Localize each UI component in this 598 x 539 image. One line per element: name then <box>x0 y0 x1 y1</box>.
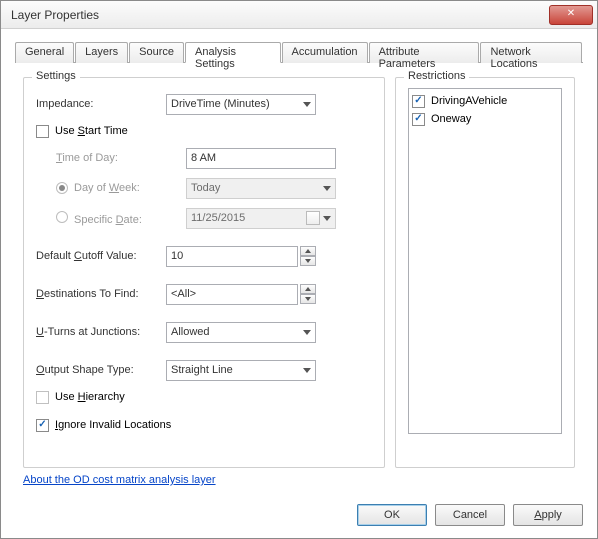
uturns-select[interactable]: Allowed <box>166 322 316 343</box>
dialog-title: Layer Properties <box>11 8 549 22</box>
restriction-checkbox[interactable] <box>412 113 425 126</box>
default-cutoff-input[interactable]: 10 <box>166 246 298 267</box>
tab-strip: General Layers Source Analysis Settings … <box>15 41 583 63</box>
chevron-down-icon <box>323 216 331 221</box>
destinations-row: Destinations To Find: <All> <box>36 280 372 308</box>
use-start-time-checkbox[interactable] <box>36 125 49 138</box>
layer-properties-dialog: Layer Properties ✕ General Layers Source… <box>0 0 598 539</box>
time-of-day-row: Time of Day: 8 AM <box>36 144 372 172</box>
tab-panel: Settings Impedance: DriveTime (Minutes) … <box>15 63 583 474</box>
ignore-invalid-row[interactable]: Ignore Invalid Locations <box>36 414 372 436</box>
tab-accumulation[interactable]: Accumulation <box>282 42 368 63</box>
titlebar: Layer Properties ✕ <box>1 1 597 29</box>
help-link-row: About the OD cost matrix analysis layer <box>15 474 583 486</box>
restriction-label: DrivingAVehicle <box>431 95 507 107</box>
restriction-label: Oneway <box>431 113 471 125</box>
cutoff-spin-up[interactable] <box>300 246 316 256</box>
uturns-row: U-Turns at Junctions: Allowed <box>36 318 372 346</box>
output-shape-label: Output Shape Type: <box>36 364 166 376</box>
triangle-up-icon <box>305 249 311 253</box>
ok-button[interactable]: OK <box>357 504 427 526</box>
use-hierarchy-row: Use Hierarchy <box>36 386 372 408</box>
specific-date-radio[interactable] <box>56 211 68 223</box>
triangle-down-icon <box>305 259 311 263</box>
help-link[interactable]: About the OD cost matrix analysis layer <box>23 474 216 486</box>
day-of-week-radio[interactable] <box>56 182 68 194</box>
chevron-down-icon <box>303 368 311 373</box>
restriction-item[interactable]: Oneway <box>412 110 558 128</box>
settings-legend: Settings <box>32 70 80 82</box>
restriction-item[interactable]: DrivingAVehicle <box>412 92 558 110</box>
destinations-label: Destinations To Find: <box>36 288 166 300</box>
impedance-row: Impedance: DriveTime (Minutes) <box>36 90 372 118</box>
triangle-up-icon <box>305 287 311 291</box>
output-shape-row: Output Shape Type: Straight Line <box>36 356 372 384</box>
time-of-day-value: 8 AM <box>191 152 216 164</box>
tab-analysis-settings[interactable]: Analysis Settings <box>185 42 280 63</box>
tab-attribute-parameters[interactable]: Attribute Parameters <box>369 42 480 63</box>
impedance-value: DriveTime (Minutes) <box>171 98 270 110</box>
restrictions-list[interactable]: DrivingAVehicle Oneway <box>408 88 562 434</box>
cutoff-spin-down[interactable] <box>300 256 316 266</box>
day-of-week-select[interactable]: Today <box>186 178 336 199</box>
tab-source[interactable]: Source <box>129 42 184 63</box>
impedance-label: Impedance: <box>36 98 166 110</box>
destinations-value: <All> <box>171 288 196 300</box>
chevron-down-icon <box>303 102 311 107</box>
tab-layers[interactable]: Layers <box>75 42 128 63</box>
day-of-week-label: Day of Week: <box>56 182 186 194</box>
tab-general[interactable]: General <box>15 42 74 63</box>
destinations-input[interactable]: <All> <box>166 284 298 305</box>
time-of-day-label: Time of Day: <box>56 152 186 164</box>
specific-date-value: 11/25/2015 <box>191 212 245 224</box>
output-shape-select[interactable]: Straight Line <box>166 360 316 381</box>
destinations-spin-down[interactable] <box>300 294 316 304</box>
specific-date-input[interactable]: 11/25/2015 <box>186 208 336 229</box>
dialog-buttons: OK Cancel Apply <box>1 496 597 538</box>
triangle-down-icon <box>305 297 311 301</box>
default-cutoff-value: 10 <box>171 250 183 262</box>
restrictions-fieldset: Restrictions DrivingAVehicle Oneway <box>395 77 575 468</box>
ignore-invalid-checkbox[interactable] <box>36 419 49 432</box>
default-cutoff-label: Default Cutoff Value: <box>36 250 166 262</box>
destinations-spin-up[interactable] <box>300 284 316 294</box>
default-cutoff-row: Default Cutoff Value: 10 <box>36 242 372 270</box>
day-of-week-value: Today <box>191 182 220 194</box>
use-hierarchy-label: Use Hierarchy <box>55 391 125 403</box>
uturns-value: Allowed <box>171 326 210 338</box>
tab-network-locations[interactable]: Network Locations <box>480 42 582 63</box>
restriction-checkbox[interactable] <box>412 95 425 108</box>
impedance-select[interactable]: DriveTime (Minutes) <box>166 94 316 115</box>
ignore-invalid-label: Ignore Invalid Locations <box>55 419 171 431</box>
specific-date-row: Specific Date: 11/25/2015 <box>36 204 372 232</box>
output-shape-value: Straight Line <box>171 364 233 376</box>
use-start-time-row[interactable]: Use Start Time <box>36 120 372 142</box>
close-button[interactable]: ✕ <box>549 5 593 25</box>
content-area: General Layers Source Analysis Settings … <box>1 29 597 496</box>
restrictions-legend: Restrictions <box>404 70 469 82</box>
cutoff-spinner <box>300 246 316 267</box>
chevron-down-icon <box>323 186 331 191</box>
settings-fieldset: Settings Impedance: DriveTime (Minutes) … <box>23 77 385 468</box>
uturns-label: U-Turns at Junctions: <box>36 326 166 338</box>
destinations-spinner <box>300 284 316 305</box>
day-of-week-row: Day of Week: Today <box>36 174 372 202</box>
cancel-button[interactable]: Cancel <box>435 504 505 526</box>
use-start-time-label: Use Start Time <box>55 125 128 137</box>
specific-date-label: Specific Date: <box>56 211 186 226</box>
time-of-day-input[interactable]: 8 AM <box>186 148 336 169</box>
apply-button[interactable]: Apply <box>513 504 583 526</box>
use-hierarchy-checkbox[interactable] <box>36 391 49 404</box>
calendar-icon <box>306 211 320 225</box>
chevron-down-icon <box>303 330 311 335</box>
